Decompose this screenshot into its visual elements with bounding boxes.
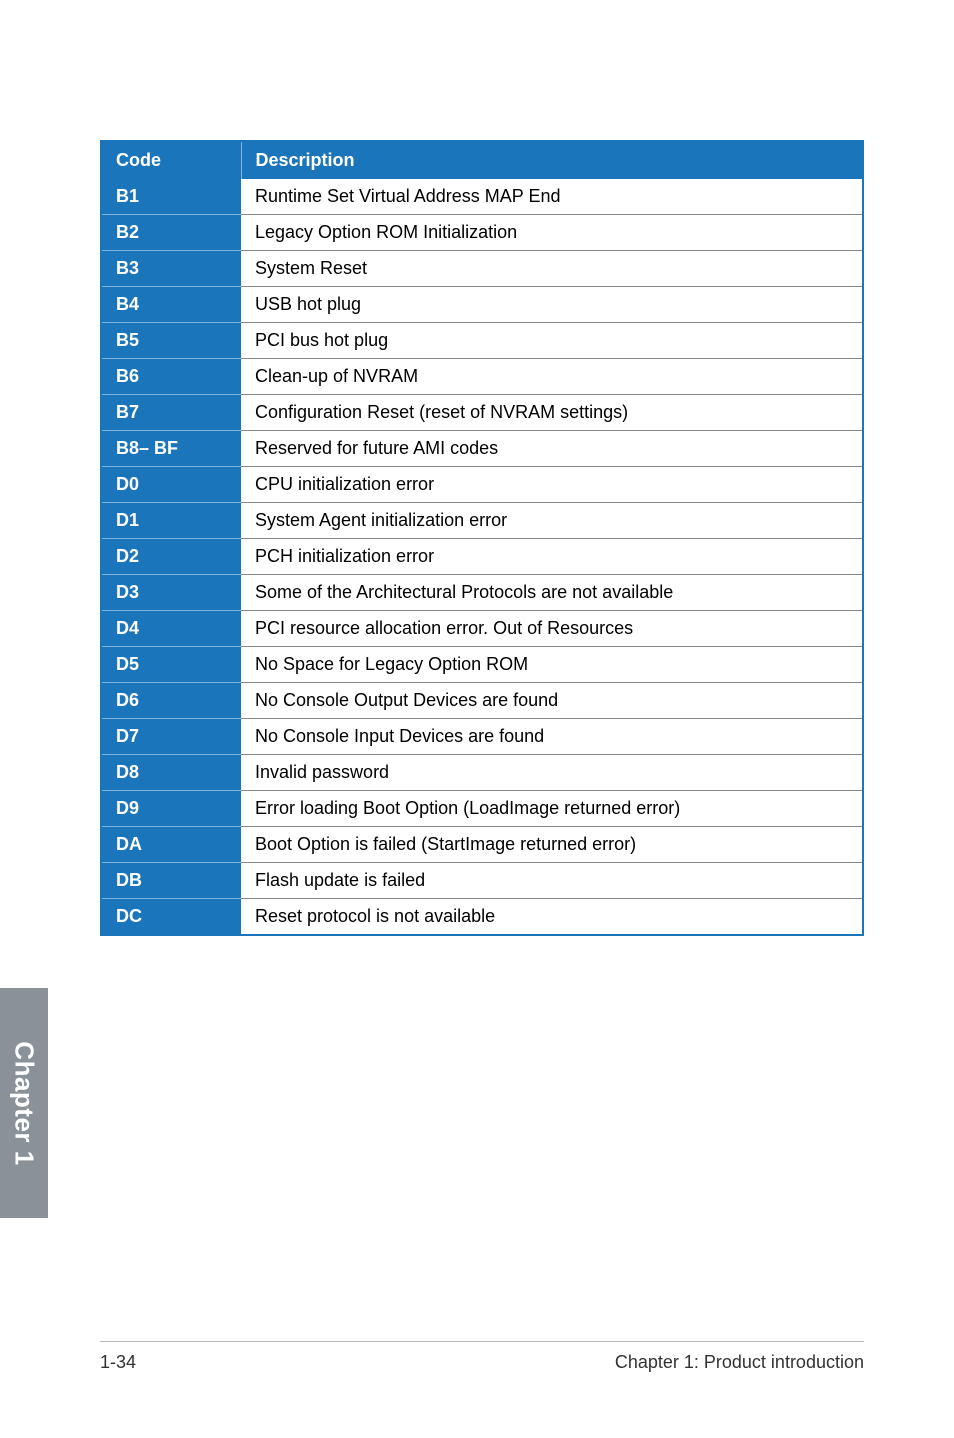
- table-row: B2Legacy Option ROM Initialization: [101, 215, 863, 251]
- code-cell: D1: [101, 503, 241, 539]
- table-row: D7No Console Input Devices are found: [101, 719, 863, 755]
- code-cell: B2: [101, 215, 241, 251]
- description-cell: USB hot plug: [241, 287, 863, 323]
- description-cell: Runtime Set Virtual Address MAP End: [241, 179, 863, 215]
- code-cell: B3: [101, 251, 241, 287]
- description-cell: Reserved for future AMI codes: [241, 431, 863, 467]
- code-cell: B7: [101, 395, 241, 431]
- description-cell: PCH initialization error: [241, 539, 863, 575]
- description-cell: Error loading Boot Option (LoadImage ret…: [241, 791, 863, 827]
- header-code: Code: [101, 141, 241, 179]
- table-row: B1Runtime Set Virtual Address MAP End: [101, 179, 863, 215]
- table-row: B6Clean-up of NVRAM: [101, 359, 863, 395]
- code-cell: D5: [101, 647, 241, 683]
- code-cell: D9: [101, 791, 241, 827]
- description-cell: No Console Output Devices are found: [241, 683, 863, 719]
- description-cell: Flash update is failed: [241, 863, 863, 899]
- code-cell: B5: [101, 323, 241, 359]
- page-number: 1-34: [100, 1352, 136, 1373]
- table-row: D5No Space for Legacy Option ROM: [101, 647, 863, 683]
- table-row: B8– BFReserved for future AMI codes: [101, 431, 863, 467]
- code-cell: D0: [101, 467, 241, 503]
- table-row: D3Some of the Architectural Protocols ar…: [101, 575, 863, 611]
- code-cell: B4: [101, 287, 241, 323]
- description-cell: Boot Option is failed (StartImage return…: [241, 827, 863, 863]
- table-row: B7Configuration Reset (reset of NVRAM se…: [101, 395, 863, 431]
- table-row: B4USB hot plug: [101, 287, 863, 323]
- description-cell: Invalid password: [241, 755, 863, 791]
- chapter-tab-label: Chapter 1: [9, 1041, 40, 1165]
- description-cell: System Agent initialization error: [241, 503, 863, 539]
- description-cell: PCI bus hot plug: [241, 323, 863, 359]
- description-cell: Clean-up of NVRAM: [241, 359, 863, 395]
- table-row: D6No Console Output Devices are found: [101, 683, 863, 719]
- description-cell: Reset protocol is not available: [241, 899, 863, 936]
- code-description-table: Code Description B1Runtime Set Virtual A…: [100, 140, 864, 936]
- code-cell: B8– BF: [101, 431, 241, 467]
- table-row: D2PCH initialization error: [101, 539, 863, 575]
- description-cell: PCI resource allocation error. Out of Re…: [241, 611, 863, 647]
- code-cell: D2: [101, 539, 241, 575]
- code-cell: DC: [101, 899, 241, 936]
- code-cell: B1: [101, 179, 241, 215]
- table-row: B5PCI bus hot plug: [101, 323, 863, 359]
- code-cell: DA: [101, 827, 241, 863]
- description-cell: No Space for Legacy Option ROM: [241, 647, 863, 683]
- table-row: D1System Agent initialization error: [101, 503, 863, 539]
- table-row: B3System Reset: [101, 251, 863, 287]
- table-row: D4PCI resource allocation error. Out of …: [101, 611, 863, 647]
- code-cell: B6: [101, 359, 241, 395]
- page: Code Description B1Runtime Set Virtual A…: [0, 0, 954, 1438]
- code-cell: DB: [101, 863, 241, 899]
- header-description: Description: [241, 141, 863, 179]
- table-row: DBFlash update is failed: [101, 863, 863, 899]
- code-cell: D3: [101, 575, 241, 611]
- chapter-tab: Chapter 1: [0, 988, 48, 1218]
- table-row: D0CPU initialization error: [101, 467, 863, 503]
- code-cell: D4: [101, 611, 241, 647]
- table-row: D8Invalid password: [101, 755, 863, 791]
- table-row: D9Error loading Boot Option (LoadImage r…: [101, 791, 863, 827]
- description-cell: System Reset: [241, 251, 863, 287]
- description-cell: Some of the Architectural Protocols are …: [241, 575, 863, 611]
- table-row: DABoot Option is failed (StartImage retu…: [101, 827, 863, 863]
- description-cell: Configuration Reset (reset of NVRAM sett…: [241, 395, 863, 431]
- code-cell: D6: [101, 683, 241, 719]
- description-cell: CPU initialization error: [241, 467, 863, 503]
- description-cell: Legacy Option ROM Initialization: [241, 215, 863, 251]
- code-cell: D7: [101, 719, 241, 755]
- description-cell: No Console Input Devices are found: [241, 719, 863, 755]
- chapter-title: Chapter 1: Product introduction: [615, 1352, 864, 1373]
- page-footer: 1-34 Chapter 1: Product introduction: [0, 1341, 954, 1373]
- code-cell: D8: [101, 755, 241, 791]
- table-header-row: Code Description: [101, 141, 863, 179]
- table-row: DCReset protocol is not available: [101, 899, 863, 936]
